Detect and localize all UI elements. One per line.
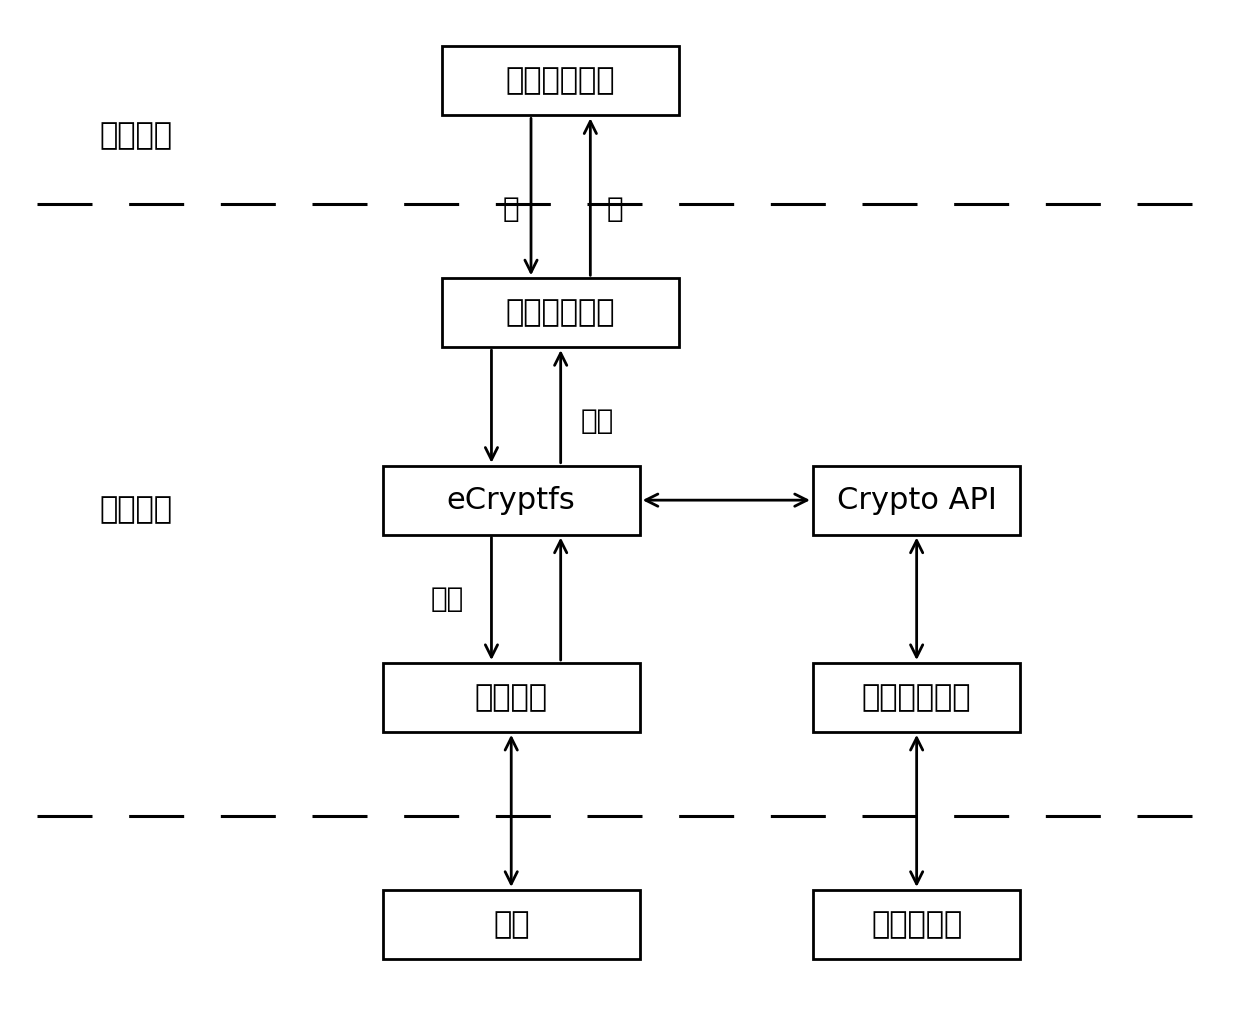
- Text: 硬件加速器: 硬件加速器: [870, 910, 962, 939]
- Bar: [812, 890, 1021, 959]
- Text: 虚拟文件系统: 虚拟文件系统: [506, 298, 615, 327]
- Text: 读: 读: [606, 195, 624, 223]
- Text: eCryptfs: eCryptfs: [446, 485, 575, 515]
- Text: Crypto API: Crypto API: [837, 485, 997, 515]
- Bar: [441, 46, 680, 115]
- Text: 加密: 加密: [430, 585, 464, 613]
- Bar: [383, 466, 640, 535]
- Bar: [441, 278, 680, 347]
- Bar: [812, 663, 1021, 732]
- Text: 用户空间: 用户空间: [99, 121, 172, 149]
- Text: 设备驱动程序: 设备驱动程序: [862, 683, 971, 712]
- Text: 解密: 解密: [580, 407, 614, 435]
- Text: 写: 写: [503, 195, 520, 223]
- Bar: [383, 663, 640, 732]
- Text: 用户应用程序: 用户应用程序: [506, 66, 615, 95]
- Text: 文件系统: 文件系统: [475, 683, 548, 712]
- Text: 内核空间: 内核空间: [99, 496, 172, 524]
- Text: 磁盘: 磁盘: [494, 910, 529, 939]
- Bar: [383, 890, 640, 959]
- Bar: [812, 466, 1021, 535]
